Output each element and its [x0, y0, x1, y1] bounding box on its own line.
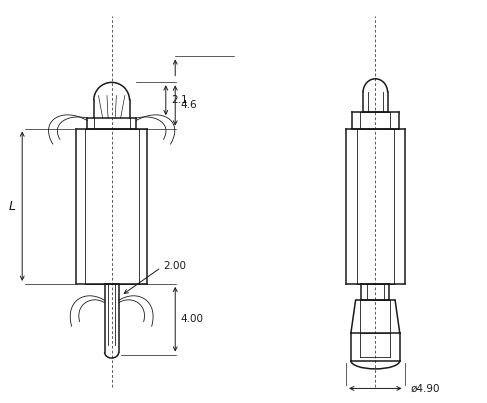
Text: L: L	[8, 200, 16, 213]
Text: 2.1: 2.1	[171, 95, 188, 105]
Text: 4.00: 4.00	[181, 314, 204, 324]
Text: ø4.90: ø4.90	[410, 383, 440, 393]
Text: 4.6: 4.6	[181, 100, 198, 110]
Text: 2.00: 2.00	[164, 261, 187, 271]
